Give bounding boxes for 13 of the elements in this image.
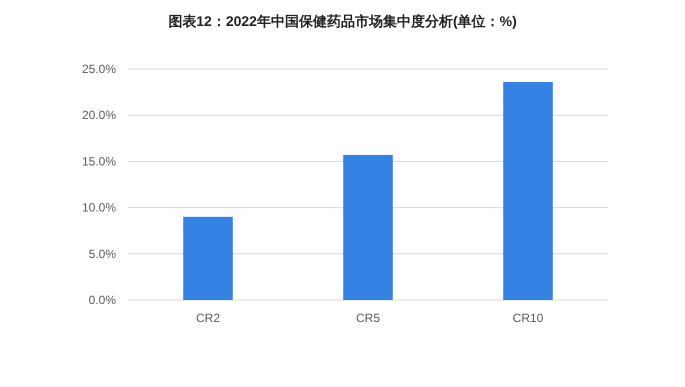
y-tick-label: 0.0% [88, 293, 116, 307]
chart-title: 图表12：2022年中国保健药品市场集中度分析(单位：%) [168, 13, 517, 29]
x-tick-label: CR5 [356, 311, 380, 325]
y-tick-label: 5.0% [88, 246, 116, 261]
y-tick-label: 15.0% [82, 154, 116, 168]
bar [503, 82, 553, 300]
y-tick-label: 25.0% [82, 62, 116, 76]
y-tick-label: 10.0% [82, 200, 116, 215]
y-tick-label: 20.0% [82, 108, 116, 122]
x-tick-label: CR10 [512, 311, 544, 325]
x-tick-label: CR2 [196, 311, 220, 325]
bar [343, 154, 393, 300]
bar [183, 216, 233, 300]
